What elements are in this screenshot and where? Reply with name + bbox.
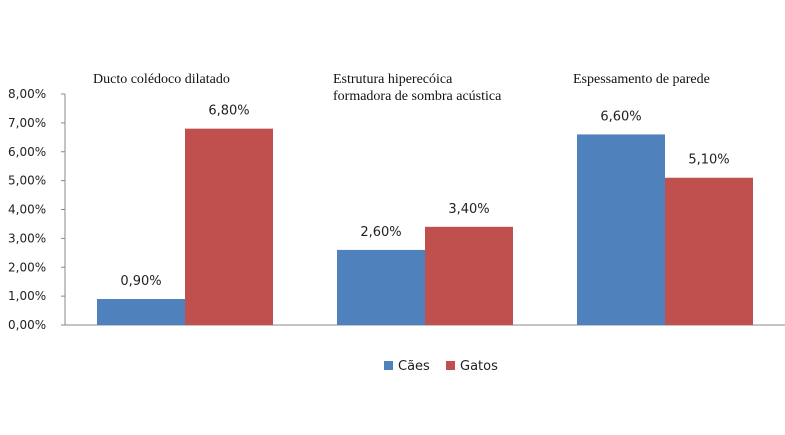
y-tick-label: 7,00% (8, 116, 46, 130)
data-labels: 0,90% 6,80% 2,60% 3,40% 6,60% 5,10% (120, 104, 729, 289)
y-tick-label: 3,00% (8, 231, 46, 245)
category-labels: Ducto colédoco dilatado Estrutura hiperec… (93, 72, 710, 104)
data-label: 2,60% (360, 225, 401, 240)
legend-swatch (446, 361, 455, 370)
data-label: 6,80% (208, 104, 249, 119)
category-label: Estrutura hiperecóica formadora de sombra… (333, 72, 502, 104)
bar (337, 249, 425, 325)
data-label: 0,90% (120, 274, 161, 289)
category-label: Espessamento de parede (573, 72, 710, 87)
bar (425, 226, 513, 325)
category-label: Ducto colédoco dilatado (93, 72, 230, 87)
bars (97, 128, 753, 325)
bar (577, 134, 665, 325)
y-tick-label: 5,00% (8, 174, 46, 188)
y-tick-label: 1,00% (8, 289, 46, 303)
y-tick-label: 2,00% (8, 260, 46, 274)
legend: Cães Gatos (384, 359, 498, 374)
data-label: 5,10% (688, 153, 729, 168)
y-tick-label: 8,00% (8, 87, 46, 101)
legend-label: Cães (398, 359, 430, 374)
bar (97, 299, 185, 325)
legend-swatch (384, 361, 393, 370)
y-axis: 0,00% 1,00% 2,00% 3,00% 4,00% 5,00% 6,00% 7,00%… (8, 87, 785, 332)
y-tick-label: 0,00% (8, 318, 46, 332)
data-label: 6,60% (600, 109, 641, 124)
bar (665, 177, 753, 325)
legend-label: Gatos (460, 359, 498, 374)
data-label: 3,40% (448, 202, 489, 217)
y-tick-label: 6,00% (8, 145, 46, 159)
y-tick-label: 4,00% (8, 203, 46, 217)
bar (185, 128, 273, 325)
